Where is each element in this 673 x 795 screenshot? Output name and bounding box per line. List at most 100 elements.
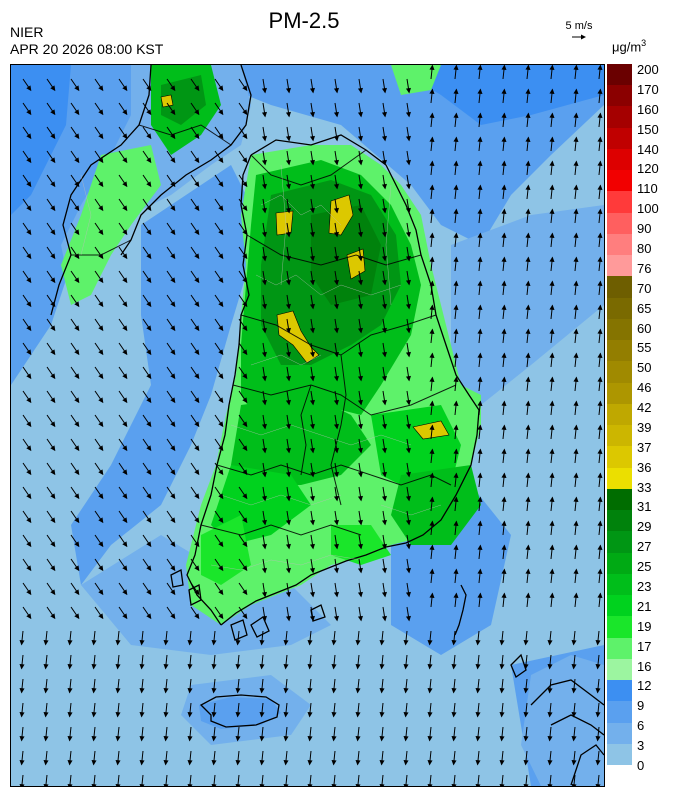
wind-arrow-head-icon xyxy=(309,399,315,406)
wind-arrow-head-icon xyxy=(573,592,579,599)
wind-arrow-head-icon xyxy=(357,255,363,262)
wind-arrow-head-icon xyxy=(146,493,152,500)
wind-arrow-head-icon xyxy=(309,159,315,166)
legend-label: 16 xyxy=(637,658,652,674)
wind-arrow-head-icon xyxy=(453,472,459,479)
wind-arrow-shaft xyxy=(309,774,312,786)
wind-arrow-head-icon xyxy=(453,136,459,143)
wind-arrow-head-icon xyxy=(19,735,25,742)
wind-arrow-head-icon xyxy=(357,303,363,310)
wind-arrow-head-icon xyxy=(283,783,289,786)
map-canvas xyxy=(11,65,604,786)
wind-arrow-head-icon xyxy=(333,615,339,622)
wind-arrow-head-icon xyxy=(525,328,531,335)
wind-arrow-head-icon xyxy=(170,109,176,116)
wind-arrow-head-icon xyxy=(477,136,483,143)
legend-swatch xyxy=(607,64,632,86)
wind-arrow-head-icon xyxy=(98,253,104,260)
wind-arrow-head-icon xyxy=(242,325,248,332)
wind-arrow-head-icon xyxy=(477,232,483,239)
wind-arrow-head-icon xyxy=(573,448,579,455)
wind-arrow-head-icon xyxy=(307,687,313,694)
wind-arrow-head-icon xyxy=(98,565,104,572)
wind-arrow-head-icon xyxy=(573,424,579,431)
legend-swatch xyxy=(607,701,632,723)
wind-arrow-head-icon xyxy=(194,85,200,92)
wind-arrow-head-icon xyxy=(309,519,315,526)
wind-arrow-head-icon xyxy=(122,517,128,524)
wind-arrow-head-icon xyxy=(403,783,409,786)
wind-arrow-head-icon xyxy=(26,541,32,548)
wind-arrow-head-icon xyxy=(477,304,483,311)
wind-arrow-head-icon xyxy=(595,711,601,718)
wind-arrow-head-icon xyxy=(429,136,435,143)
wind-arrow-head-icon xyxy=(523,735,529,742)
wind-arrow-head-icon xyxy=(453,232,459,239)
wind-arrow-head-icon xyxy=(115,759,121,766)
legend-label: 19 xyxy=(637,618,652,634)
wind-arrow-head-icon xyxy=(146,421,152,428)
legend-swatch xyxy=(607,637,632,660)
wind-arrow-head-icon xyxy=(261,519,267,526)
wind-arrow-head-icon xyxy=(235,663,241,670)
wind-arrow-head-icon xyxy=(218,517,224,524)
wind-arrow-head-icon xyxy=(211,639,217,646)
wind-arrow-head-icon xyxy=(242,205,248,212)
wind-arrow-head-icon xyxy=(122,133,128,140)
wind-arrow-head-icon xyxy=(26,613,32,620)
wind-arrow-head-icon xyxy=(218,445,224,452)
wind-arrow-head-icon xyxy=(355,759,361,766)
wind-arrow-head-icon xyxy=(26,301,32,308)
wind-arrow-head-icon xyxy=(146,397,152,404)
wind-arrow-head-icon xyxy=(501,328,507,335)
wind-arrow-shaft xyxy=(213,774,216,786)
wind-arrow-head-icon xyxy=(381,111,387,118)
wind-arrow-head-icon xyxy=(170,325,176,332)
wind-arrow-head-icon xyxy=(595,687,601,694)
wind-arrow-head-icon xyxy=(122,301,128,308)
wind-arrow-head-icon xyxy=(573,232,579,239)
wind-arrow-head-icon xyxy=(98,325,104,332)
wind-arrow-head-icon xyxy=(259,663,265,670)
wind-arrow-head-icon xyxy=(597,544,603,551)
wind-arrow-head-icon xyxy=(139,711,145,718)
wind-arrow-head-icon xyxy=(357,375,363,382)
wind-arrow-head-icon xyxy=(331,783,337,786)
wind-arrow-head-icon xyxy=(357,519,363,526)
wind-arrow-head-icon xyxy=(357,543,363,550)
wind-arrow-head-icon xyxy=(357,207,363,214)
wind-arrow-head-icon xyxy=(170,181,176,188)
wind-arrow-head-icon xyxy=(571,687,577,694)
wind-arrow-head-icon xyxy=(571,783,577,786)
wind-arrow-head-icon xyxy=(501,232,507,239)
wind-arrow-head-icon xyxy=(501,592,507,599)
wind-arrow-head-icon xyxy=(139,759,145,766)
wind-arrow-head-icon xyxy=(74,589,80,596)
wind-arrow-head-icon xyxy=(525,496,531,503)
wind-arrow-head-icon xyxy=(429,592,435,599)
wind-arrow-head-icon xyxy=(163,687,169,694)
coastline-layer xyxy=(50,65,604,786)
wind-arrow-head-icon xyxy=(26,517,32,524)
wind-arrow-head-icon xyxy=(405,87,411,94)
legend-label: 3 xyxy=(637,738,645,754)
wind-arrow-head-icon xyxy=(194,277,200,284)
wind-arrow-head-icon xyxy=(285,471,291,478)
map-title: PM-2.5 xyxy=(268,8,340,33)
wind-arrow-head-icon xyxy=(122,541,128,548)
wind-arrow-head-icon xyxy=(333,495,339,502)
wind-arrow-head-icon xyxy=(261,207,267,214)
wind-arrow-head-icon xyxy=(405,591,411,598)
wind-arrow-head-icon xyxy=(261,375,267,382)
wind-arrow-head-icon xyxy=(242,133,248,140)
wind-arrow-head-icon xyxy=(307,639,313,646)
wind-arrow-head-icon xyxy=(187,663,193,670)
wind-arrow-head-icon xyxy=(333,375,339,382)
wind-arrow-head-icon xyxy=(122,109,128,116)
legend-label: 6 xyxy=(637,718,645,734)
wind-arrow-head-icon xyxy=(170,421,176,428)
wind-arrow-head-icon xyxy=(333,87,339,94)
wind-arrow-shaft xyxy=(381,774,384,786)
wind-arrow-head-icon xyxy=(50,85,56,92)
wind-arrow-head-icon xyxy=(194,613,200,620)
